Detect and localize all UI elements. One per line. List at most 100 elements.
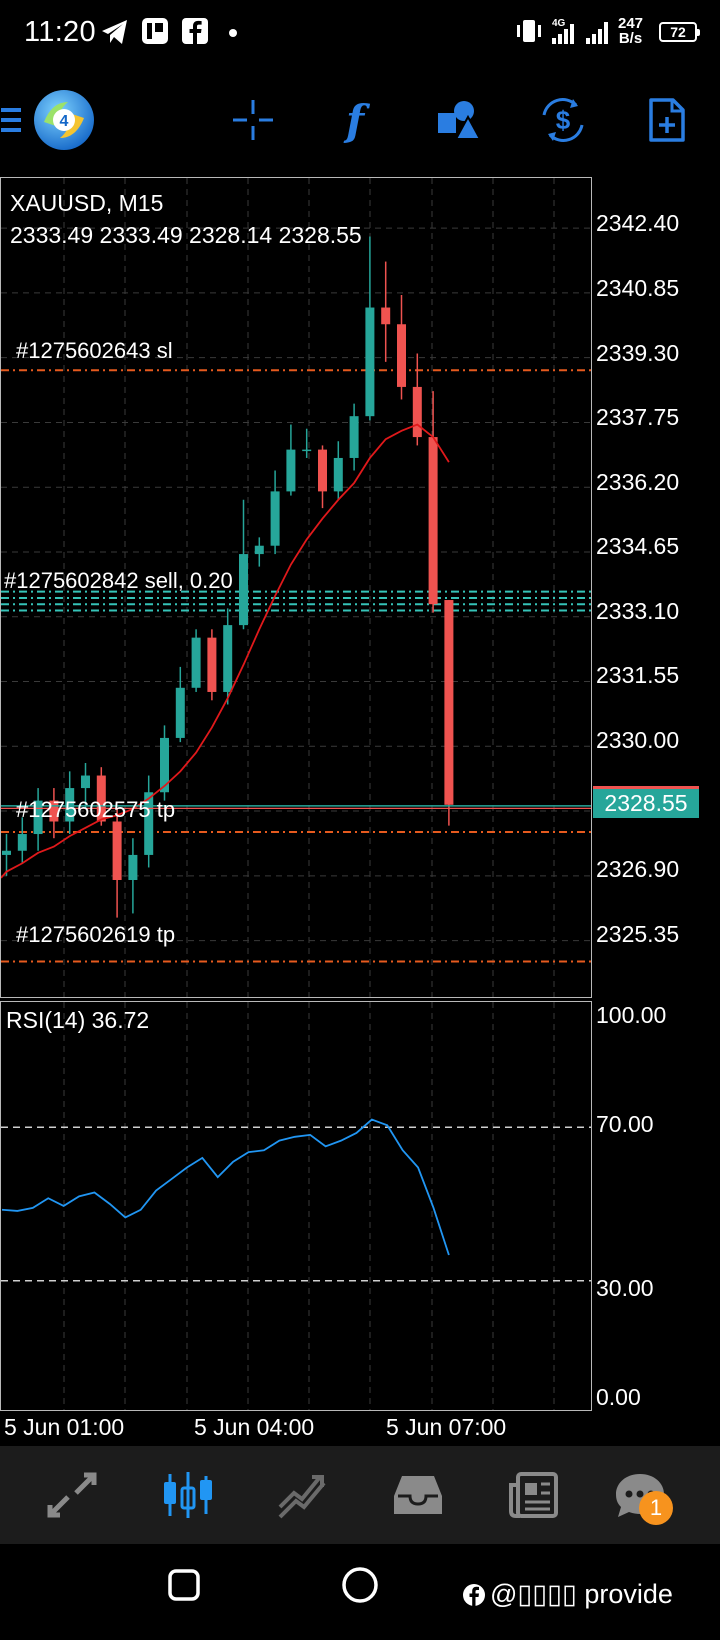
candle-body — [302, 449, 312, 452]
indicators-button[interactable]: f — [312, 84, 398, 156]
bottom-nav — [0, 1446, 720, 1544]
candle-body — [65, 788, 75, 822]
nav-history[interactable] — [358, 1446, 478, 1544]
net-speed: 247 B/s — [618, 16, 643, 46]
price-tick: 2325.35 — [596, 921, 680, 947]
price-tick: 2342.40 — [596, 210, 680, 236]
rsi-tick: 0.00 — [596, 1384, 641, 1410]
signal-icon — [586, 22, 608, 44]
mt4-logo[interactable]: 4 — [30, 84, 98, 156]
crosshair-button[interactable] — [210, 84, 296, 156]
home-button-icon[interactable] — [341, 1566, 379, 1604]
candle — [207, 629, 217, 701]
price-tick: 2326.90 — [596, 856, 680, 882]
candle — [239, 499, 248, 630]
candle — [444, 600, 454, 826]
nav-quotes[interactable] — [12, 1446, 132, 1544]
nav-news[interactable] — [474, 1446, 594, 1544]
ohlc-label: 2333.49 2333.49 2328.14 2328.55 — [10, 222, 362, 248]
time-tick: 5 Jun 04:00 — [194, 1414, 315, 1440]
price-tick: 2331.55 — [596, 662, 680, 688]
price-tick: 2337.75 — [596, 404, 680, 430]
battery-icon: 72 — [659, 22, 700, 42]
time-tick: 5 Jun 07:00 — [386, 1414, 507, 1440]
candle-body — [381, 307, 391, 325]
recents-button-icon[interactable] — [167, 1568, 201, 1602]
telegram-icon — [102, 20, 127, 44]
candle — [160, 725, 169, 801]
timeframe-dollar-icon: $ — [542, 98, 584, 142]
candle — [81, 763, 90, 809]
chat-badge: 1 — [639, 1491, 673, 1525]
vibrate-icon — [517, 20, 541, 42]
candle — [49, 788, 59, 839]
watermark-text: @▯▯▯▯ provide — [490, 1579, 673, 1609]
candle-body — [412, 386, 422, 438]
main-chart[interactable] — [0, 177, 592, 998]
net-speed-unit: B/s — [618, 30, 643, 47]
status-time: 11:20 — [24, 16, 96, 48]
candle — [191, 629, 201, 692]
menu-button[interactable] — [0, 84, 24, 156]
candle-body — [2, 850, 11, 855]
crosshair-icon — [233, 100, 273, 140]
net-speed-value: 247 — [618, 15, 644, 32]
price-tick: 2336.20 — [596, 469, 680, 495]
price-tick: 2333.10 — [596, 598, 680, 624]
candle-body — [207, 637, 217, 692]
watermark: @▯▯▯▯ provide — [462, 1579, 673, 1610]
rsi-tick: 100.00 — [596, 1002, 667, 1028]
timeframe-button[interactable]: $ — [520, 84, 606, 156]
candle — [112, 808, 122, 918]
symbol-label: XAUUSD, M15 — [10, 190, 164, 216]
rsi-tick: 30.00 — [596, 1275, 654, 1301]
candle-body — [49, 800, 59, 822]
notification-dot-icon — [229, 29, 237, 37]
objects-icon — [438, 101, 482, 140]
nav-chat[interactable] — [580, 1446, 700, 1544]
quotes-arrows-icon — [47, 1472, 97, 1518]
candle — [349, 403, 359, 471]
price-tick: 2339.30 — [596, 340, 680, 366]
nav-chart[interactable] — [128, 1446, 248, 1544]
candle-body — [444, 600, 454, 805]
candle — [175, 666, 185, 743]
gallery-icon — [142, 18, 168, 44]
candle-body — [270, 491, 280, 546]
new-order-button[interactable] — [624, 84, 710, 156]
price-tick: 2334.65 — [596, 533, 680, 559]
facebook-icon — [182, 18, 208, 44]
candle — [2, 834, 11, 876]
candle — [128, 838, 138, 914]
candle — [33, 788, 43, 851]
price-tick: 2330.00 — [596, 727, 680, 753]
candle — [270, 470, 280, 555]
rsi-chart[interactable] — [0, 1001, 592, 1411]
candle — [96, 767, 106, 826]
candle-body — [365, 307, 375, 417]
candle — [381, 261, 391, 362]
candle — [144, 775, 154, 868]
candle — [333, 441, 343, 500]
candle-body — [112, 821, 122, 880]
svg-text:4G: 4G — [552, 18, 566, 29]
system-nav — [0, 1544, 720, 1640]
time-tick: 5 Jun 01:00 — [4, 1414, 125, 1440]
svg-text:4: 4 — [60, 113, 69, 130]
candles-icon — [164, 1472, 212, 1518]
nav-trade[interactable] — [242, 1446, 362, 1544]
menu-icon — [1, 108, 21, 132]
candle-body — [17, 834, 27, 851]
signal-4g-icon: 4G — [552, 18, 574, 44]
objects-button[interactable] — [416, 84, 502, 156]
facebook-watermark-icon — [463, 1583, 485, 1607]
candle-body — [81, 775, 90, 789]
mt4-logo-icon: 4 — [34, 90, 94, 150]
candle — [302, 428, 312, 458]
moving-average-line — [0, 423, 450, 879]
tp2-order-label[interactable]: #1275602619 tp — [16, 922, 176, 947]
sl-order-label[interactable]: #1275602643 sl — [16, 338, 173, 363]
tp1-order-label[interactable]: #1275602575 tp — [16, 797, 176, 822]
new-order-icon — [649, 98, 685, 142]
sell-order-label[interactable]: #1275602842 sell, 0.20 — [4, 568, 233, 593]
